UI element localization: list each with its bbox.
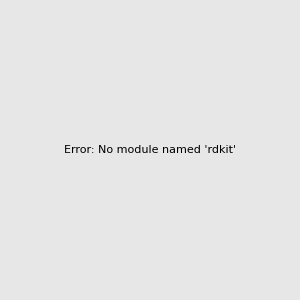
Text: Error: No module named 'rdkit': Error: No module named 'rdkit' [64, 145, 236, 155]
